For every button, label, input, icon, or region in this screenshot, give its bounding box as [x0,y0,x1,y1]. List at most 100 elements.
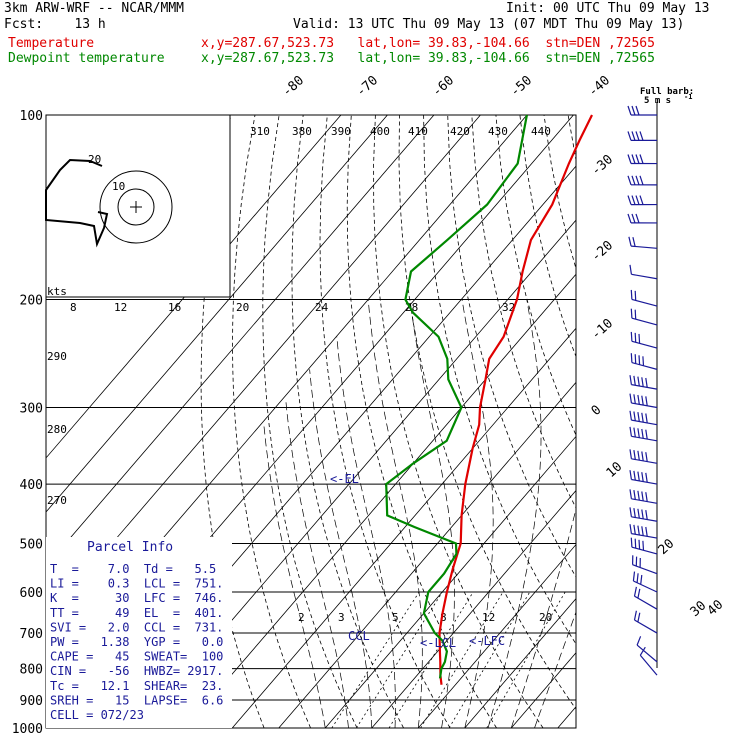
wind-barb [632,555,658,575]
barb-legend-value: 5 m s [644,96,671,106]
hodo-speed-label: 24 [315,301,329,314]
theta-label: 390 [331,125,351,138]
wind-barb [633,586,658,610]
theta-label: 310 [250,125,270,138]
wind-barb [629,449,658,464]
theta-label-left: 280 [47,423,67,436]
wind-barb [627,175,658,186]
wind-barb [629,375,658,390]
wind-barb [639,646,658,676]
theta-label: 380 [292,125,312,138]
dewpoint-location: x,y=287.67,523.73 lat,lon= 39.83,-104.66… [201,51,655,66]
isotherm-label: 40 [705,597,727,619]
pressure-label: 600 [20,586,43,601]
isotherm-label: 10 [604,459,626,481]
pressure-label: 800 [20,663,43,678]
wind-barb [629,264,658,280]
hodograph-ring-label-20: 20 [88,153,101,166]
hodograph-units: kts [47,285,67,298]
isotherm-label: -20 [589,238,616,265]
parcel-info-row: CIN = -56 HWBZ= 2917. [50,664,223,678]
mixing-ratio-label: 8 [440,611,447,624]
el-marker: <-EL [330,472,359,486]
wind-barb [629,410,658,426]
wind-barb [630,331,658,349]
wind-barb [630,308,658,326]
hodograph-ring-label-10: 10 [112,180,125,193]
theta-label-left: 270 [47,494,67,507]
isotherm-label: -40 [586,73,613,100]
lfc-marker: <-LFC [469,634,505,648]
theta-label: 400 [370,125,390,138]
pressure-label: 200 [20,294,43,309]
forecast-hour: Fcst: 13 h [4,17,106,32]
parcel-info-row: LI = 0.3 LCL = 751. [50,577,223,591]
isotherm-label: -50 [508,73,535,100]
pressure-label: 100 [20,109,43,124]
wind-barb [629,524,658,539]
dewpoint-legend-label: Dewpoint temperature [8,51,165,66]
mixing-ratio-label: 3 [338,611,345,624]
parcel-info-row: SVI = 2.0 CCL = 731. [50,620,223,634]
barb-legend-title: Full barb: [640,87,694,97]
init-time: Init: 00 UTC Thu 09 May 13 [506,1,710,16]
wind-barb [630,289,658,307]
parcel-info-row: SREH = 15 LAPSE= 6.6 [50,693,223,707]
isotherm-label: -70 [354,73,381,100]
wind-barb [627,131,658,141]
wind-barb [629,470,658,485]
wind-barb [629,393,658,409]
valid-time: Valid: 13 UTC Thu 09 May 13 (07 MDT Thu … [293,17,685,32]
isotherm-label: 20 [656,536,678,558]
pressure-label: 300 [20,401,43,416]
wind-barb [636,636,658,663]
parcel-info-panel: Parcel Info T = 7.0 Td = 5.5LI = 0.3 LCL… [46,537,232,728]
mixing-ratio-label: 5 [392,611,399,624]
temperature-profile [438,114,593,685]
theta-label-left: 290 [47,350,67,363]
model-title: 3km ARW-WRF -- NCAR/MMM [4,1,185,16]
wind-barb [627,105,657,116]
hodo-speed-label: 16 [168,301,181,314]
wind-barb [629,426,658,442]
mixing-ratio-label: 20 [539,611,552,624]
temperature-location: x,y=287.67,523.73 lat,lon= 39.83,-104.66… [201,36,655,51]
pressure-label: 1000 [12,722,43,737]
hodograph-trace [45,158,109,248]
parcel-info-row: TT = 49 EL = 401. [50,606,223,620]
theta-label: 410 [408,125,428,138]
parcel-info-row: T = 7.0 Td = 5.5 [50,562,216,576]
pressure-label: 400 [20,478,43,493]
wind-barb [629,489,658,504]
hodo-speed-label: 12 [114,301,127,314]
pressure-label: 500 [20,537,43,552]
parcel-info-title: Parcel Info [87,540,173,555]
isotherm-label: 0 [589,403,605,419]
parcel-info-row: Tc = 12.1 SHEAR= 23. [50,679,223,693]
theta-label: 420 [450,125,470,138]
theta-label: 440 [531,125,551,138]
wind-barb [629,507,658,522]
temperature-legend-label: Temperature [8,36,95,51]
isotherm-label: -60 [430,73,457,100]
barb-legend-exponent: -1 [684,93,692,101]
theta-label: 430 [488,125,508,138]
hodo-speed-label: 20 [236,301,249,314]
wind-barb [627,195,658,206]
lcl-marker: <-LCL [420,636,456,650]
wind-barb [630,353,658,370]
isotherm-label: -80 [280,73,307,100]
parcel-info-row: K = 30 LFC = 746. [50,591,223,605]
pressure-label: 900 [20,694,43,709]
wind-barb [633,610,658,634]
mixing-ratio-label: 2 [298,611,305,624]
wind-barb [628,236,658,249]
wind-barb [632,571,658,593]
hodo-speed-label: 8 [70,301,77,314]
wind-barb [630,537,658,555]
wind-barb [627,154,658,165]
isotherm-label: -30 [589,152,616,179]
wind-barb [627,213,658,224]
ccl-marker: CCL [348,629,370,643]
